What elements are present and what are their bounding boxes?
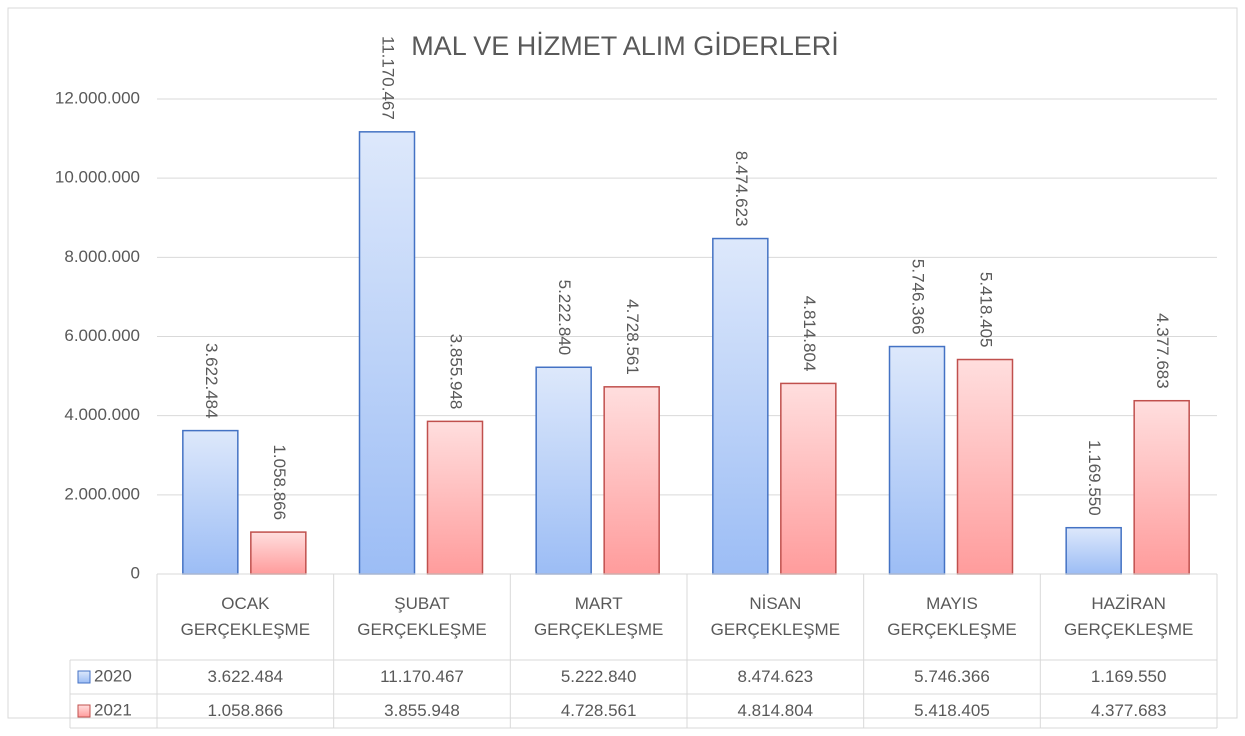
table-cell-box: 5.418.405	[914, 701, 990, 720]
chart-title: MAL VE HİZMET ALIM GİDERLERİ	[411, 30, 839, 61]
bar	[603, 386, 660, 575]
value-label: 4.814.804	[800, 296, 819, 372]
value-label: 8.474.623	[732, 151, 751, 227]
category-label-box: HAZİRAN GERÇEKLEŞME	[1063, 594, 1194, 639]
bar	[535, 366, 592, 575]
y-tick-label: 6.000.000	[64, 326, 140, 345]
table-cell-box: 1.058.866	[207, 701, 284, 720]
y-tick-label: 4.000.000	[64, 405, 140, 424]
category-label-box: OCAK GERÇEKLEŞME	[180, 594, 311, 639]
legend-label: 2020	[94, 666, 132, 685]
table-cell-box: 4.728.561	[560, 701, 637, 720]
bar	[712, 237, 769, 575]
value-label: 5.222.840	[555, 280, 574, 356]
legend-label: 2021	[94, 700, 132, 719]
value-label: 1.169.550	[1085, 440, 1104, 516]
table-cell: 3.622.484	[207, 667, 284, 686]
category-label: MART GERÇEKLEŞME	[533, 594, 664, 639]
chart-border	[7, 7, 1238, 719]
y-tick-label: 10.000.000	[55, 168, 140, 187]
table-cell-box: 4.377.683	[1090, 701, 1167, 720]
y-tick-label: 2.000.000	[64, 484, 140, 503]
value-label: 1.058.866	[270, 444, 289, 520]
bar	[888, 345, 946, 575]
bar	[1065, 526, 1122, 575]
table-cell: 1.058.866	[207, 701, 284, 720]
category-label-box: ŞUBAT GERÇEKLEŞME	[357, 594, 487, 639]
table-cell: 8.474.623	[737, 667, 814, 686]
table-cell-box: 1.169.550	[1090, 667, 1167, 686]
bar	[426, 420, 484, 575]
y-tick-label: 0	[131, 563, 140, 582]
table-cell-box: 8.474.623	[737, 667, 814, 686]
category-label-box: MAYIS GERÇEKLEŞME	[887, 594, 1017, 639]
value-label: 5.746.366	[909, 259, 928, 335]
category-label: MAYIS GERÇEKLEŞME	[887, 594, 1017, 639]
bar	[780, 382, 837, 575]
value-label: 11.170.467	[379, 36, 398, 120]
value-label: 3.622.484	[202, 343, 221, 419]
table-cell-box: 3.622.484	[207, 667, 284, 686]
bar	[182, 429, 239, 575]
table-cell: 11.170.467	[380, 667, 464, 686]
category-label: HAZİRAN GERÇEKLEŞME	[1063, 594, 1194, 639]
category-label-box: MART GERÇEKLEŞME	[533, 594, 664, 639]
value-label: 4.728.561	[623, 299, 642, 375]
legend-swatch	[77, 670, 91, 684]
table-cell: 5.746.366	[914, 667, 990, 686]
bar	[956, 358, 1014, 575]
category-label: ŞUBAT GERÇEKLEŞME	[357, 594, 487, 639]
table-cell: 4.377.683	[1090, 701, 1167, 720]
table-cell: 3.855.948	[384, 701, 460, 720]
table-cell-box: 5.746.366	[914, 667, 990, 686]
value-label: 3.855.948	[447, 334, 466, 410]
table-cell: 5.418.405	[914, 701, 990, 720]
y-tick-label: 12.000.000	[55, 88, 140, 107]
bar	[250, 531, 307, 575]
y-tick-label: 8.000.000	[64, 247, 140, 266]
value-label: 4.377.683	[1153, 313, 1172, 389]
category-label: OCAK GERÇEKLEŞME	[180, 594, 311, 639]
bar	[1133, 399, 1190, 575]
table-cell: 4.814.804	[737, 701, 814, 720]
table-cell: 1.169.550	[1090, 667, 1167, 686]
value-label: 5.418.405	[977, 272, 996, 348]
category-label: NİSAN GERÇEKLEŞME	[710, 594, 841, 639]
legend-swatch	[77, 704, 91, 718]
table-cell: 4.728.561	[560, 701, 637, 720]
table-cell: 5.222.840	[560, 667, 637, 686]
category-label-box: NİSAN GERÇEKLEŞME	[710, 594, 841, 639]
bar	[358, 131, 416, 575]
table-cell-box: 4.814.804	[737, 701, 814, 720]
table-cell-box: 5.222.840	[560, 667, 637, 686]
table-cell-box: 3.855.948	[384, 701, 460, 720]
table-cell-box: 11.170.467	[380, 667, 464, 686]
